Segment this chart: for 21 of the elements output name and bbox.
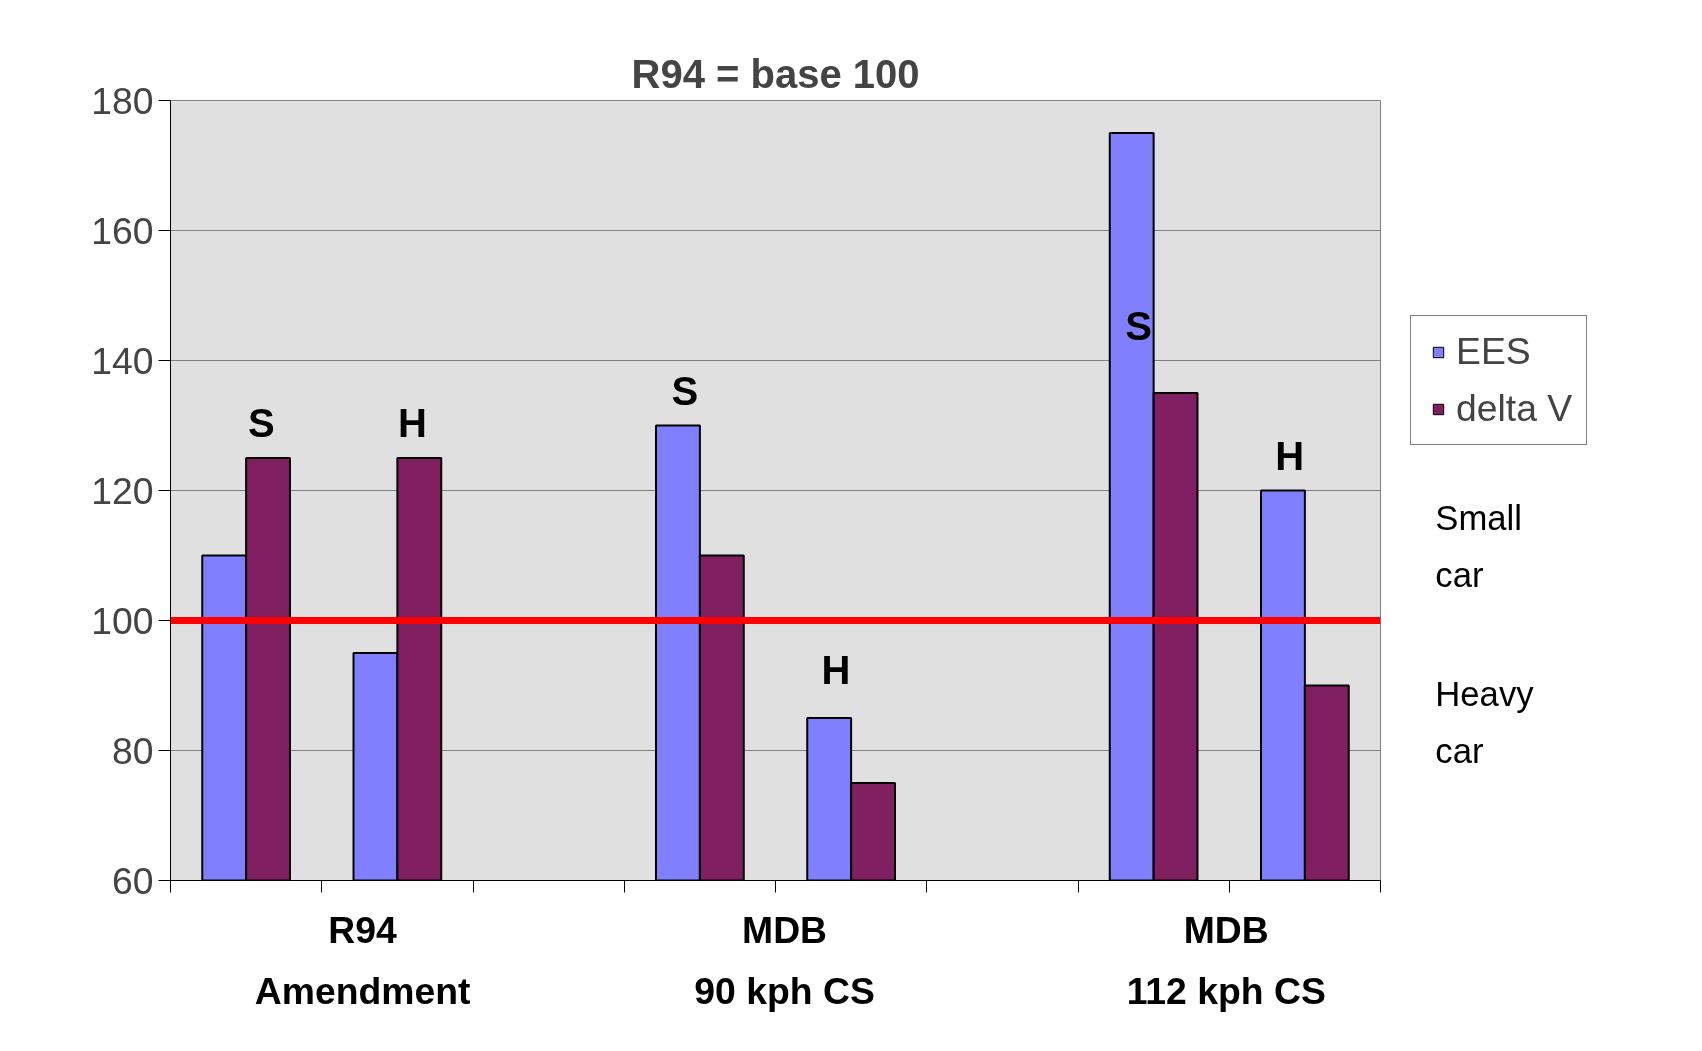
legend-label: EES [1456, 330, 1531, 373]
y-tick-label: 60 [111, 859, 154, 902]
annotation: H [398, 401, 427, 445]
text: MDB 112 kph CS [1126, 909, 1326, 1012]
chart-title: R94 = base 100 [631, 51, 920, 96]
y-tick-label: 120 [91, 469, 154, 512]
annotation: S [247, 401, 275, 445]
annotation: H [1275, 433, 1305, 478]
y-tick-label: 180 [91, 79, 154, 122]
text: MDB 90 kph CS [694, 909, 875, 1012]
y-tick-label: 160 [91, 209, 154, 252]
y-tick-label: 100 [91, 599, 154, 642]
text: Small car [1435, 499, 1522, 594]
y-tick-label: 140 [91, 339, 154, 382]
y-tick-label: 80 [111, 729, 154, 772]
text: Heavy car [1435, 674, 1535, 770]
annotation: S [1125, 303, 1152, 348]
legend-label: delta V [1456, 387, 1573, 430]
annotation: H [821, 648, 851, 692]
annotation: S [671, 368, 699, 413]
text: R94 Amendment [254, 909, 471, 1012]
